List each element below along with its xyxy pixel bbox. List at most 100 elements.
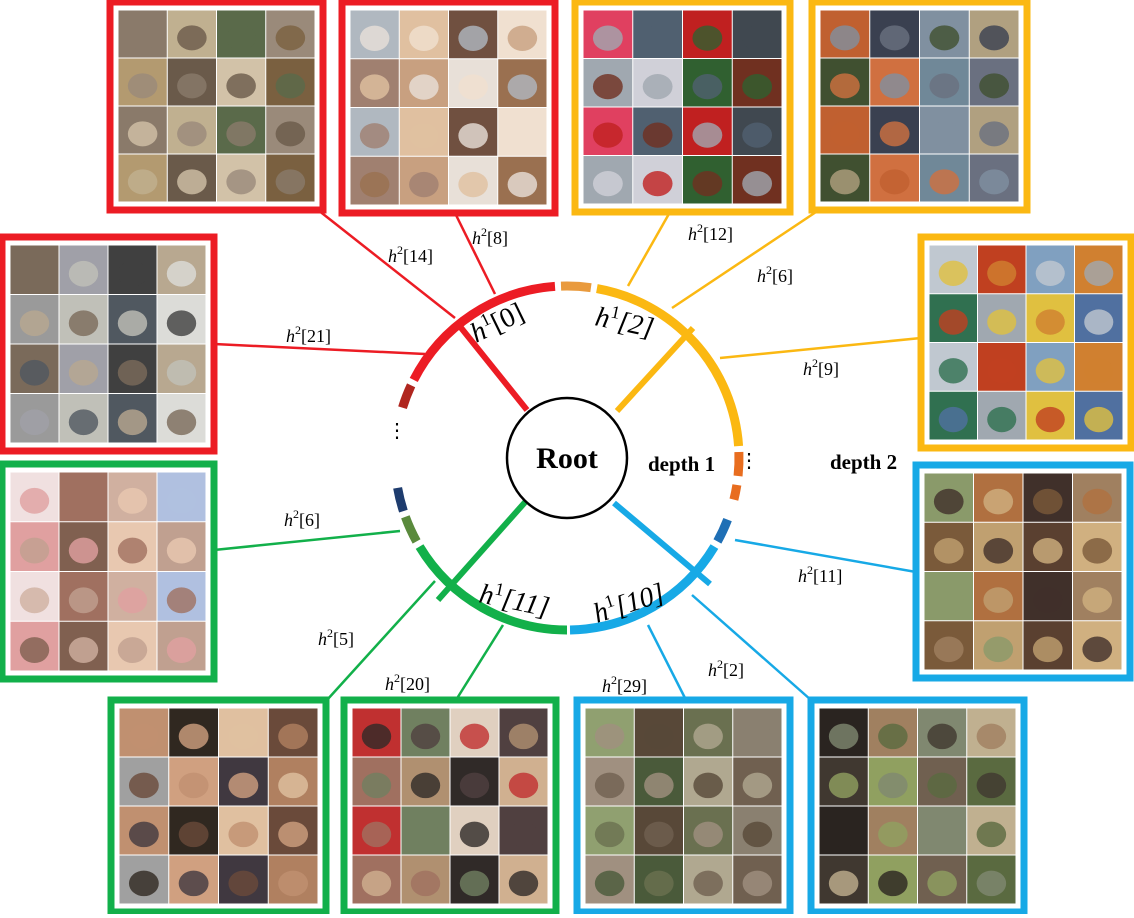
thumbnail-subject <box>987 358 1017 384</box>
image-grid-h2-20 <box>340 696 560 916</box>
thumbnail-subject <box>507 25 538 51</box>
thumbnail-subject <box>983 587 1014 613</box>
thumbnail-subject <box>275 73 306 99</box>
thumbnail-subject <box>933 488 964 515</box>
h1-11-label: h1[11] <box>477 576 553 624</box>
thumbnail-subject <box>1084 309 1114 335</box>
thumbnail-subject <box>359 74 390 100</box>
thumbnail-subject <box>409 74 439 100</box>
ring-arc-h1-10 <box>569 544 719 635</box>
thumbnail-subject <box>742 723 773 750</box>
thumbnail-subject <box>594 723 625 750</box>
thumbnail-subject <box>693 870 723 897</box>
connector-h2-9 <box>719 336 922 360</box>
connector-h1-2 <box>614 325 696 414</box>
thumbnail-subject <box>879 73 910 99</box>
thumbnail-subject <box>177 121 207 147</box>
thumbnail-subject <box>19 637 50 664</box>
thumbnail-subject <box>878 723 908 750</box>
thumbnail-subject <box>644 870 674 897</box>
thumbnail-subject <box>359 123 390 149</box>
connector-h2-2 <box>691 594 812 701</box>
thumbnail-subject <box>68 359 99 386</box>
h2-29-label: h2[29] <box>602 673 647 696</box>
connector-h2-29 <box>646 624 688 701</box>
thumbnail-subject <box>987 406 1017 433</box>
thumbnail-subject <box>1032 587 1063 613</box>
thumbnail-subject <box>692 25 723 51</box>
thumbnail-subject <box>692 74 723 100</box>
thumbnail-subject <box>459 723 490 750</box>
thumbnail-subject <box>166 409 197 436</box>
thumbnail-subject <box>409 123 439 149</box>
h2-14-label: h2[14] <box>388 243 433 266</box>
root-node <box>505 396 629 520</box>
thumbnail-subject <box>68 409 99 436</box>
thumbnail-subject <box>1035 358 1065 384</box>
thumbnail-subject <box>1084 406 1114 433</box>
thumbnail-subject <box>19 487 50 514</box>
thumbnail-subject <box>507 123 538 149</box>
thumbnail-subject <box>68 310 99 337</box>
thumbnail-subject <box>275 169 306 195</box>
thumbnail-subject <box>228 870 259 897</box>
connector-h2-6b <box>213 529 401 552</box>
thumbnail-subject <box>642 74 673 100</box>
thumbnail-subject <box>979 169 1010 195</box>
thumbnail-subject <box>178 772 209 799</box>
thumbnail-subject <box>938 260 968 286</box>
thumbnail-subject <box>1082 488 1113 515</box>
ring-arc-orange-1 <box>733 451 744 477</box>
thumbnail-subject <box>117 409 148 436</box>
thumbnail-subject <box>177 25 207 51</box>
h2-21-label: h2[21] <box>286 323 331 346</box>
thumbnail-subject <box>178 870 209 897</box>
thumbnail-subject <box>19 587 50 614</box>
thumbnail-subject <box>933 636 964 663</box>
thumbnail-subject <box>927 870 957 897</box>
thumbnail-subject <box>127 25 158 51</box>
thumbnail-subject <box>361 870 392 897</box>
thumbnail-subject <box>128 821 159 848</box>
thumbnail-subject <box>1082 538 1113 564</box>
depth2-label: depth 2 <box>830 450 897 474</box>
thumbnail-subject <box>1084 358 1114 384</box>
connector-h2-5 <box>326 580 436 701</box>
thumbnail-subject <box>938 406 968 433</box>
thumbnail-subject <box>976 821 1007 848</box>
thumbnail-subject <box>692 122 723 148</box>
thumbnail-subject <box>68 587 99 614</box>
thumbnail-subject <box>829 25 860 51</box>
thumbnail-subject <box>983 636 1014 663</box>
thumbnail-subject <box>19 537 50 564</box>
thumbnail-subject <box>879 169 910 195</box>
thumbnail-subject <box>278 821 309 848</box>
thumbnail-subject <box>829 121 860 147</box>
thumbnail-subject <box>594 772 625 799</box>
ring-arc-h1-11 <box>415 544 568 635</box>
thumbnail-subject <box>68 537 99 564</box>
thumbnail-subject <box>228 772 259 799</box>
thumbnail-subject <box>68 487 99 514</box>
connector-h2-8 <box>453 212 497 295</box>
connector-h2-12 <box>626 211 672 287</box>
thumbnail-subject <box>361 723 392 750</box>
connector-h2-21 <box>213 342 426 356</box>
thumbnail-subject <box>933 538 964 564</box>
thumbnail-subject <box>828 772 859 799</box>
h2-9-label: h2[9] <box>803 356 839 379</box>
thumbnail-subject <box>128 870 159 897</box>
thumbnail-subject <box>117 487 148 514</box>
thumbnail-subject <box>409 25 439 51</box>
image-grid-h2-5 <box>107 696 330 916</box>
thumbnail-subject <box>1035 260 1065 286</box>
thumbnail-subject <box>828 821 859 848</box>
thumbnail-subject <box>19 260 50 287</box>
connector-h2-14 <box>317 209 456 319</box>
thumbnail-subject <box>275 25 306 51</box>
thumbnail-subject <box>410 821 441 848</box>
ring-arc-orange-small <box>560 281 592 293</box>
thumbnail-subject <box>927 821 957 848</box>
